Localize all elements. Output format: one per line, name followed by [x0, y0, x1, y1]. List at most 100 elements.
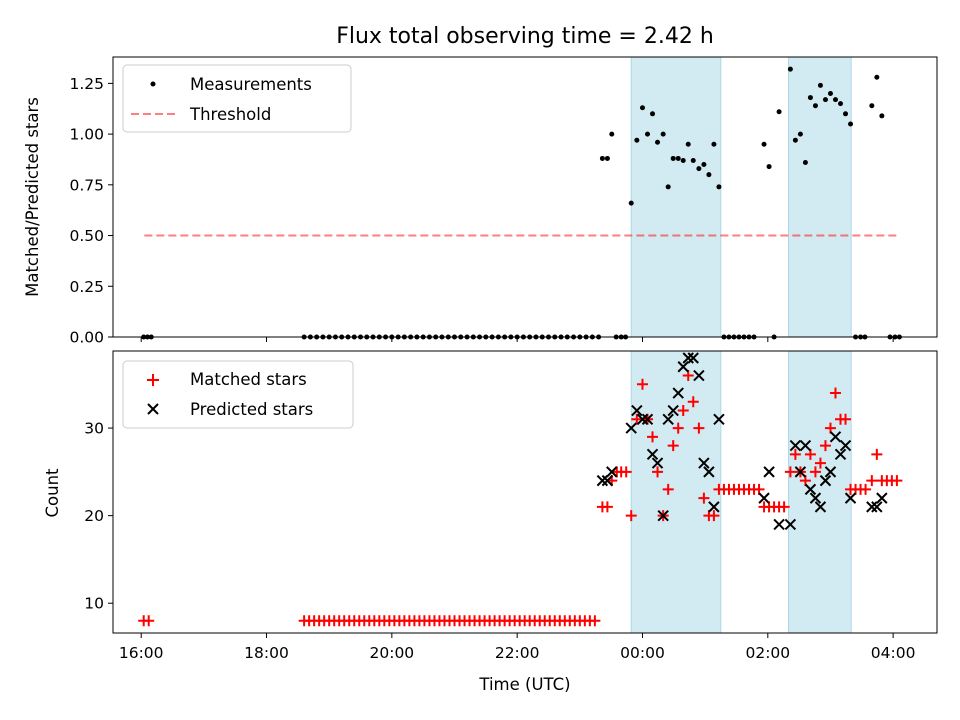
- matched-star-point: [824, 422, 836, 434]
- predicted-star-point: [876, 492, 888, 504]
- predicted-star-point: [672, 387, 684, 399]
- measurement-point: [822, 97, 828, 103]
- matched-star-point: [799, 475, 811, 487]
- legend-predicted-label: Predicted stars: [190, 400, 313, 419]
- bottom-axes: 10 20 30 16:00 18:00 20:00 22:00 00:00 02:00 04:0…: [84, 350, 938, 662]
- x-tick-label: 18:00: [244, 644, 289, 662]
- measurement-point: [879, 113, 885, 119]
- top-axes: 0.00 0.25 0.50 0.75 1.00 1.25: [69, 56, 938, 347]
- legend-threshold-label: Threshold: [189, 105, 271, 124]
- matched-star-point: [687, 396, 699, 408]
- x-axis-label: Time (UTC): [478, 675, 570, 694]
- measurement-point: [696, 166, 702, 172]
- predicted-star-point: [631, 404, 643, 417]
- x-tick-label: 02:00: [745, 644, 790, 662]
- top-legend-box: [122, 64, 352, 133]
- chart-title: Flux total observing time = 2.42 h: [336, 24, 714, 49]
- measurement-point: [634, 137, 640, 143]
- measurement-point: [817, 82, 823, 88]
- measurement-point: [716, 184, 722, 190]
- measurement-point: [776, 109, 782, 115]
- predicted-star-point: [636, 413, 649, 426]
- matched-star-point: [829, 387, 841, 399]
- matched-star-point: [672, 422, 684, 434]
- bottom-axes-frame: [112, 350, 938, 634]
- measurement-point: [701, 162, 707, 168]
- top-y-tick-label: 0.50: [69, 227, 104, 245]
- predicted-star-point: [844, 492, 857, 504]
- matched-star-point: [809, 466, 821, 478]
- measurement-point: [645, 131, 651, 137]
- predicted-star-point: [601, 474, 614, 487]
- legend-measurements-marker: [150, 81, 156, 87]
- legend-measurements-label: Measurements: [190, 75, 312, 94]
- measurement-point: [848, 121, 854, 127]
- measurement-point: [665, 184, 671, 190]
- predicted-star-point: [829, 431, 842, 443]
- measurement-point: [766, 164, 772, 170]
- matched-star-point: [647, 431, 659, 443]
- predicted-star-point: [625, 422, 637, 434]
- legend-matched-label: Matched stars: [190, 370, 307, 389]
- matched-star-point: [625, 510, 637, 522]
- measurement-point: [807, 95, 813, 101]
- x-tick-label: 22:00: [495, 644, 540, 662]
- measurement-point: [655, 139, 661, 145]
- matched-star-point: [698, 492, 710, 504]
- predicted-star-point: [773, 518, 785, 531]
- predicted-star-point: [758, 492, 770, 504]
- measurement-point: [706, 172, 712, 178]
- predicted-star-point: [662, 413, 674, 426]
- matched-star-point: [589, 615, 601, 627]
- predicted-star-point: [667, 404, 679, 417]
- bottom-shaded-interval: [630, 350, 722, 634]
- matched-star-point: [891, 475, 903, 487]
- measurement-point: [792, 137, 798, 143]
- predicted-star-point: [713, 413, 725, 426]
- top-y-tick-label: 1.25: [69, 75, 104, 93]
- matched-star-point: [753, 483, 765, 495]
- predicted-star-point: [641, 413, 654, 426]
- matched-star-point: [652, 466, 664, 478]
- matched-star-point: [620, 466, 632, 478]
- matched-star-point: [143, 615, 155, 627]
- measurement-point: [838, 101, 844, 107]
- matched-star-point: [819, 440, 831, 452]
- measurement-point: [711, 141, 717, 147]
- matched-star-point: [636, 378, 648, 390]
- bottom-y-tick-label: 30: [84, 420, 104, 438]
- measurement-point: [670, 155, 676, 161]
- predicted-star-point: [839, 439, 852, 452]
- matched-star-point: [778, 501, 790, 513]
- measurement-point: [812, 103, 818, 109]
- legend-matched-marker: [147, 374, 159, 386]
- matched-star-point: [708, 510, 720, 522]
- measurement-point: [843, 111, 849, 117]
- measurement-point: [675, 155, 681, 161]
- measurement-point: [650, 111, 656, 117]
- top-y-tick-label: 0.75: [69, 176, 104, 194]
- predicted-star-point: [804, 483, 817, 496]
- top-shaded-interval: [787, 56, 852, 338]
- bottom-y-tick-label: 10: [84, 595, 104, 613]
- predicted-star-point: [834, 448, 847, 461]
- matched-star-point: [866, 475, 878, 487]
- measurement-point: [869, 103, 875, 109]
- legend-predicted-marker: [147, 403, 159, 415]
- x-tick-label: 16:00: [119, 644, 164, 662]
- measurement-point: [761, 141, 767, 147]
- matched-star-point: [840, 413, 852, 425]
- predicted-star-point: [651, 457, 664, 469]
- matched-star-point: [677, 405, 689, 417]
- top-y-tick-label: 0.25: [69, 278, 104, 296]
- predicted-star-point: [646, 448, 659, 461]
- bottom-y-axis-label: Count: [43, 468, 62, 518]
- predicted-star-point: [794, 466, 807, 478]
- measurement-point: [797, 131, 803, 137]
- matched-star-point: [662, 483, 674, 495]
- matched-star-point: [804, 448, 816, 460]
- top-shaded-interval: [630, 56, 722, 338]
- matched-star-point: [789, 448, 801, 460]
- predicted-star-point: [784, 518, 797, 531]
